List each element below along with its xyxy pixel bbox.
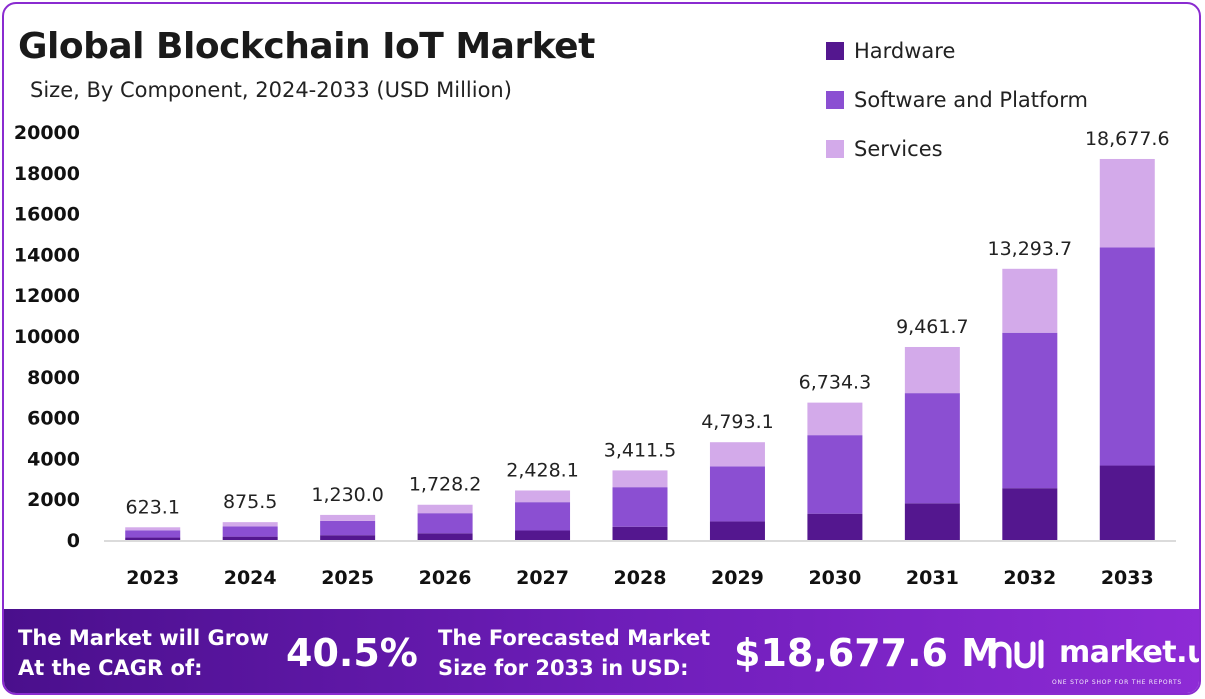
x-tick-label-2024: 2024 (224, 567, 277, 589)
data-label-2026: 1,728.2 (409, 474, 482, 496)
bar-hardware-2032 (1002, 488, 1058, 540)
bar-software-and-platform-2031 (904, 393, 960, 504)
bar-hardware-2029 (709, 521, 765, 540)
legend-label-hardware: Hardware (854, 38, 956, 63)
bar-hardware-2026 (417, 533, 473, 540)
chart-title: Global Blockchain IoT Market (18, 26, 595, 67)
bar-services-2027 (515, 490, 571, 503)
legend-item-services: Services (826, 124, 1088, 173)
bar-services-2028 (612, 470, 668, 488)
y-tick-label: 18000 (14, 163, 80, 185)
x-tick-label-2027: 2027 (516, 567, 569, 589)
data-label-2031: 9,461.7 (896, 316, 969, 338)
x-tick-label-2026: 2026 (419, 567, 472, 589)
forecast-label: The Forecasted Market Size for 2033 in U… (438, 623, 710, 683)
brand-tagline: ONE STOP SHOP FOR THE REPORTS (1052, 679, 1183, 686)
y-tick-label: 10000 (14, 326, 80, 348)
x-tick-label-2023: 2023 (126, 567, 179, 589)
bar-software-and-platform-2033 (1099, 247, 1155, 466)
cagr-label-line2: At the CAGR of: (18, 656, 203, 680)
data-label-2029: 4,793.1 (701, 411, 774, 433)
bar-services-2025 (320, 514, 376, 521)
data-label-2033: 18,677.6 (1085, 128, 1170, 150)
market-us-logo-icon (990, 639, 1044, 668)
bar-hardware-2024 (222, 536, 278, 540)
data-label-2030: 6,734.3 (799, 372, 872, 394)
data-label-2024: 875.5 (223, 491, 277, 513)
footer-banner: The Market will Grow At the CAGR of: 40.… (4, 609, 1199, 693)
bar-software-and-platform-2025 (320, 520, 376, 536)
x-tick-label-2031: 2031 (906, 567, 959, 589)
data-label-2025: 1,230.0 (311, 484, 384, 506)
bar-services-2023 (125, 527, 181, 531)
bar-software-and-platform-2032 (1002, 332, 1058, 489)
forecast-label-line2: Size for 2033 in USD: (438, 656, 689, 680)
x-tick-label-2032: 2032 (1003, 567, 1056, 589)
chart-subtitle: Size, By Component, 2024-2033 (USD Milli… (30, 78, 512, 102)
bar-software-and-platform-2027 (515, 502, 571, 531)
bar-hardware-2031 (904, 503, 960, 540)
y-tick-label: 16000 (14, 204, 80, 226)
y-tick-label: 0 (67, 530, 80, 552)
bar-services-2031 (904, 346, 960, 394)
bar-hardware-2027 (515, 530, 571, 540)
bar-hardware-2028 (612, 526, 668, 540)
data-label-2028: 3,411.5 (604, 439, 677, 461)
forecast-value: $18,677.6 M (734, 631, 999, 675)
cagr-label-line1: The Market will Grow (18, 626, 269, 650)
bar-chart: 0 2000 4000 6000 8000 10000 12000 14000 16000 180… (14, 122, 1176, 589)
legend-swatch-software (826, 90, 844, 109)
cagr-label: The Market will Grow At the CAGR of: (18, 623, 269, 683)
bar-services-2030 (807, 402, 863, 436)
bar-software-and-platform-2023 (125, 530, 181, 538)
legend: Hardware Software and Platform Services (826, 26, 1088, 173)
y-tick-label: 4000 (27, 448, 80, 470)
x-tick-label-2029: 2029 (711, 567, 764, 589)
x-tick-label-2028: 2028 (614, 567, 667, 589)
x-tick-label-2030: 2030 (808, 567, 861, 589)
data-label-2032: 13,293.7 (988, 238, 1073, 260)
y-tick-label: 8000 (27, 367, 80, 389)
bar-services-2024 (222, 522, 278, 527)
bar-hardware-2025 (320, 535, 376, 540)
brand-logo: market.us (989, 635, 1199, 670)
brand-name: market.us (1059, 635, 1199, 670)
bar-software-and-platform-2029 (709, 466, 765, 522)
bar-hardware-2023 (125, 537, 181, 540)
bar-software-and-platform-2028 (612, 487, 668, 527)
x-tick-label-2025: 2025 (321, 567, 374, 589)
y-tick-label: 2000 (27, 489, 80, 511)
legend-label-software: Software and Platform (854, 87, 1088, 112)
bar-services-2032 (1002, 268, 1058, 333)
bar-software-and-platform-2026 (417, 513, 473, 534)
bar-software-and-platform-2030 (807, 435, 863, 514)
cagr-value: 40.5% (286, 631, 418, 675)
legend-item-hardware: Hardware (826, 26, 1088, 75)
data-label-2027: 2,428.1 (506, 459, 579, 481)
legend-swatch-services (826, 139, 844, 158)
bar-services-2026 (417, 504, 473, 514)
legend-swatch-hardware (826, 41, 844, 60)
y-tick-label: 12000 (14, 285, 80, 307)
x-tick-label-2033: 2033 (1101, 567, 1154, 589)
y-tick-label: 6000 (27, 408, 80, 430)
data-label-2023: 623.1 (126, 496, 180, 518)
bar-hardware-2033 (1099, 465, 1155, 540)
y-tick-label: 20000 (14, 122, 80, 144)
bar-services-2029 (709, 442, 765, 467)
y-tick-label: 14000 (14, 244, 80, 266)
legend-label-services: Services (854, 136, 943, 161)
forecast-label-line1: The Forecasted Market (438, 626, 711, 650)
bar-software-and-platform-2024 (222, 526, 278, 537)
legend-item-software: Software and Platform (826, 75, 1088, 124)
bar-services-2033 (1099, 158, 1155, 248)
bar-hardware-2030 (807, 513, 863, 540)
